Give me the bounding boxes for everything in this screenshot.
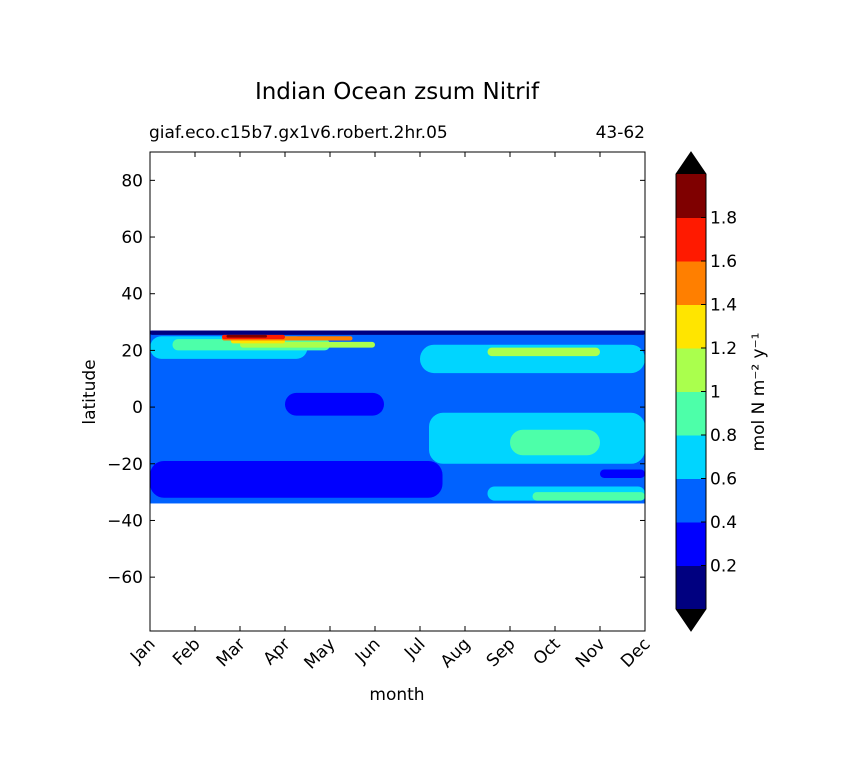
- chart-subtitle-right: 43-62: [596, 123, 645, 143]
- colorbar-segment: [676, 174, 706, 218]
- contour-regions: [150, 330, 645, 504]
- colorbar-segment: [676, 261, 706, 305]
- colorbar-extend-under: [676, 609, 706, 631]
- colorbar: 0.2 0.4 0.6 0.8 1 1.2 1.4 1.6 1.8: [675, 151, 737, 632]
- contour-region-17: [226, 334, 267, 338]
- x-tick-label: Sep: [483, 634, 520, 671]
- contour-region-12: [240, 341, 375, 348]
- y-axis-label: latitude: [80, 359, 100, 424]
- colorbar-segment: [676, 435, 706, 479]
- plot-area: [149, 151, 646, 632]
- x-tick-label: Oct: [530, 634, 565, 669]
- contour-region-11: [532, 492, 645, 501]
- y-tick-label: 60: [121, 228, 143, 248]
- colorbar-segment: [676, 522, 706, 566]
- x-tick-label: Jul: [400, 634, 429, 663]
- x-tick-label: May: [301, 634, 340, 673]
- colorbar-segment: [676, 217, 706, 262]
- colorbar-segment: [676, 478, 706, 523]
- x-tick-label: Feb: [169, 634, 204, 669]
- colorbar-tick-label: 1.6: [710, 252, 737, 272]
- contour-region-1: [150, 330, 645, 335]
- plot-frame: [149, 151, 646, 632]
- y-tick-label: 0: [132, 398, 143, 418]
- colorbar-segment: [676, 304, 706, 349]
- colorbar-segment: [676, 391, 706, 436]
- x-tick-label: Aug: [437, 634, 475, 672]
- colorbar-tick-label: 1: [710, 383, 721, 403]
- colorbar-tick-label: 0.4: [710, 513, 737, 533]
- contour-region-13: [487, 347, 600, 357]
- colorbar-label: mol N m⁻² y⁻¹: [749, 333, 769, 452]
- x-tick-label: Jun: [351, 634, 385, 668]
- colorbar-tick-label: 1.2: [710, 339, 737, 359]
- x-tick-label: Jan: [126, 634, 159, 667]
- colorbar-segment: [676, 565, 706, 610]
- y-axis-ticks: 80 60 40 20 0 −20 −40 −60: [107, 171, 645, 588]
- x-tick-label: Nov: [572, 634, 610, 672]
- x-tick-label: Mar: [213, 634, 250, 671]
- colorbar-tick-label: 0.2: [710, 557, 737, 577]
- colorbar-tick-label: 1.4: [710, 296, 737, 316]
- y-tick-label: 20: [121, 341, 143, 361]
- y-tick-label: −60: [107, 568, 143, 588]
- colorbar-tick-label: 0.6: [710, 470, 737, 490]
- chart-title: Indian Ocean zsum Nitrif: [255, 79, 540, 105]
- y-tick-label: −40: [107, 511, 143, 531]
- y-tick-label: −20: [107, 455, 143, 475]
- x-tick-label: Dec: [617, 634, 654, 671]
- y-tick-label: 40: [121, 285, 143, 305]
- colorbar-extend-over: [676, 152, 706, 174]
- colorbar-tick-label: 0.8: [710, 426, 737, 446]
- colorbar-segment: [676, 348, 706, 392]
- x-tick-label: Apr: [260, 634, 295, 669]
- chart-subtitle-left: giaf.eco.c15b7.gx1v6.robert.2hr.05: [149, 123, 448, 143]
- colorbar-tick-label: 1.8: [710, 209, 737, 229]
- x-axis-label: month: [369, 685, 424, 705]
- contour-region-3: [600, 469, 645, 478]
- y-tick-label: 80: [121, 171, 143, 191]
- contour-region-4: [285, 392, 384, 416]
- contour-region-2: [150, 460, 443, 498]
- colorbar-outline: [675, 151, 707, 632]
- contour-region-10: [510, 429, 600, 456]
